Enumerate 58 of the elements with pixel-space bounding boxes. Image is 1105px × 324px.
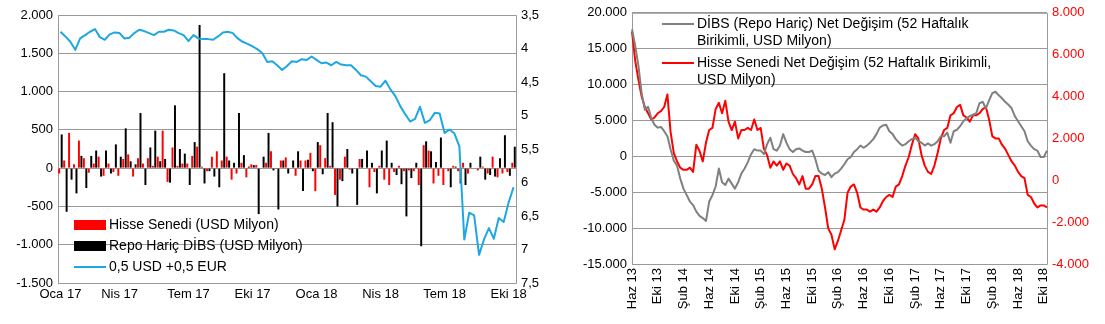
x-tick-label: Eki 14 [726,268,742,305]
x-tick-label: Nis 17 [101,286,138,302]
x-tick-label: Haz 17 [932,268,948,310]
y-tick-label: -5.000 [590,183,627,199]
x-tick-label: Haz 14 [700,268,716,310]
x-tick-label: Haz 15 [778,268,793,310]
legend-label: Hisse Senedi (USD Milyon) [109,215,279,234]
x-tick-label: Tem 17 [167,286,210,302]
y2-tick-label: 2.000 [1052,129,1085,145]
x-tick-label: Şub 17 [906,268,922,310]
legend-label: Hisse Senedi Net Değişim (52 Haftalık Birikimli, USD Milyon) [697,53,993,88]
y2-tick-label: -2.000 [1052,213,1089,229]
y2-tick-label: 6.000 [1052,46,1085,62]
y-tick-label: 500 [31,121,53,137]
y2-tick-label: -4.000 [1052,255,1089,271]
x-tick-label: Tem 18 [423,286,466,302]
y2-tick-label: 4 [521,40,529,56]
x-tick-label: Şub 18 [983,268,999,310]
y-tick-label: 1.500 [20,44,53,60]
y2-tick-label: 5,5 [521,140,540,156]
y-tick-label: -1.000 [16,236,53,252]
x-tick-label: Eki 17 [234,286,271,302]
x-tick-label: Eki 17 [958,268,974,305]
y-tick-label: 15.000 [587,40,627,56]
y2-tick-label: 0 [1052,171,1060,187]
x-tick-label: Haz 13 [623,268,639,310]
x-tick-label: Şub 15 [752,268,768,310]
x-tick-label: Oca 18 [295,286,338,302]
y2-tick-label: 3,5 [521,6,540,22]
x-tick-label: Eki 13 [649,268,665,305]
y-tick-label: -500 [26,198,53,214]
y2-tick-label: 4.000 [1052,88,1085,104]
y2-tick-label: 7 [521,241,529,257]
x-tick-label: Eki 15 [803,268,819,305]
y-tick-label: 0 [45,159,53,175]
x-tick-label: Eki 18 [1035,268,1051,305]
y2-tick-label: 8.000 [1052,4,1085,20]
y-tick-label: -15.000 [582,255,627,271]
y-tick-label: 1.000 [20,83,53,99]
y-tick-label: 0 [619,147,627,163]
legend-label: Repo Hariç DİBS (USD Milyon) [109,236,303,255]
x-tick-label: Şub 16 [829,268,845,310]
x-tick-label: Haz 16 [855,268,871,310]
y2-tick-label: 5 [521,107,529,123]
y2-tick-label: 6,5 [521,207,540,223]
y-tick-label: -10.000 [582,219,627,235]
y-tick-label: 20.000 [587,4,627,20]
y2-tick-label: 6 [521,174,529,190]
legend-label: 0,5 USD +0,5 EUR [109,257,227,276]
x-tick-label: Nis 18 [362,286,399,302]
x-tick-label: Eki 16 [880,268,896,305]
y-tick-label: 2.000 [20,6,53,22]
legend-label: DİBS (Repo Hariç) Net Değişim (52 Haftalık Birikimli, USD Milyon) [697,14,970,49]
y2-tick-label: 4,5 [521,73,540,89]
y-tick-label: 10.000 [587,76,627,92]
x-tick-label: Haz 18 [1009,268,1025,310]
y-tick-label: 5.000 [594,112,627,128]
x-tick-label: Şub 14 [675,268,691,310]
